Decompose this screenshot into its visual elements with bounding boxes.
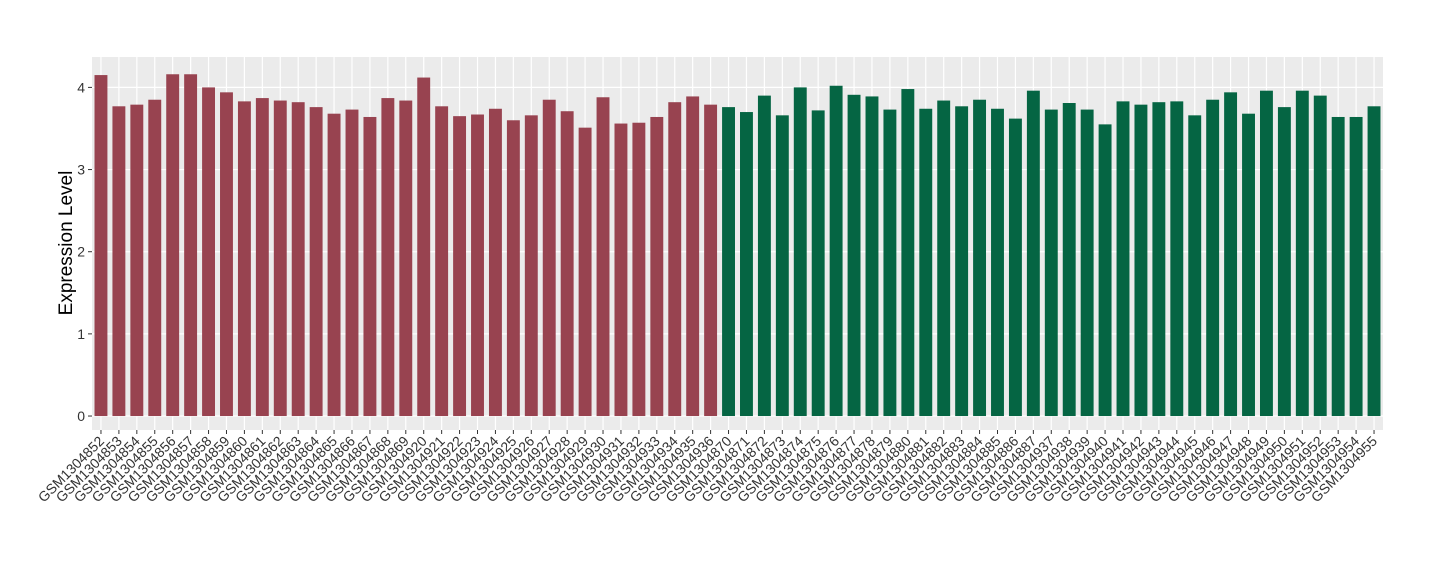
bar: [883, 109, 897, 417]
bar: [991, 108, 1004, 417]
bar: [309, 107, 323, 417]
y-tick-label: 1: [77, 326, 85, 342]
bar: [1313, 95, 1327, 417]
bar: [381, 98, 395, 417]
bar: [220, 92, 233, 417]
bar: [1277, 107, 1291, 417]
bar: [668, 102, 682, 417]
bar: [919, 108, 933, 417]
bar: [1295, 90, 1309, 417]
bar: [596, 97, 610, 417]
bar: [560, 111, 574, 417]
bar: [453, 116, 467, 417]
bar: [1080, 109, 1094, 417]
bar: [1152, 102, 1166, 417]
bar: [829, 85, 843, 417]
y-tick-label: 3: [77, 162, 85, 178]
bar: [1134, 104, 1148, 417]
bar: [775, 115, 789, 417]
bar: [488, 108, 502, 417]
bar: [1331, 116, 1345, 417]
bar: [273, 100, 287, 417]
bar: [1044, 109, 1058, 417]
bar: [847, 94, 861, 417]
bar: [1008, 118, 1022, 417]
bar: [1026, 90, 1040, 417]
bar: [973, 99, 987, 417]
bar: [524, 115, 538, 417]
bar: [614, 123, 628, 417]
bar: [148, 99, 162, 417]
bar: [1062, 103, 1076, 417]
bar: [363, 116, 377, 417]
bar: [166, 74, 180, 417]
bar: [399, 100, 413, 417]
bar: [578, 127, 592, 417]
bar: [1170, 101, 1184, 417]
bar: [255, 98, 269, 417]
bar: [184, 74, 198, 417]
bar: [704, 104, 718, 417]
bar: [811, 110, 825, 417]
bar: [1206, 99, 1220, 417]
bar: [435, 106, 449, 417]
y-tick-label: 0: [77, 408, 85, 424]
bar: [130, 104, 144, 417]
bar: [1224, 92, 1238, 417]
bar: [686, 96, 700, 417]
bar: [417, 77, 431, 417]
y-axis-label: Expression Level: [56, 171, 77, 316]
bar: [471, 114, 484, 417]
y-tick-label: 2: [77, 244, 85, 260]
plot-panel: [92, 57, 1383, 430]
bar: [722, 107, 735, 417]
bar: [1349, 116, 1363, 417]
bar: [937, 100, 951, 417]
bar: [345, 109, 359, 417]
bar: [901, 89, 915, 417]
bar: [955, 106, 969, 417]
bar: [202, 87, 216, 417]
bar: [506, 120, 520, 417]
bar: [632, 122, 646, 417]
bar: [793, 87, 807, 417]
bar: [740, 112, 753, 417]
bar: [650, 116, 664, 417]
bar: [291, 102, 305, 417]
bar: [865, 96, 879, 417]
bar: [94, 75, 108, 417]
bar: [1098, 124, 1112, 417]
bar: [542, 99, 556, 417]
y-tick-label: 4: [77, 79, 85, 95]
bar: [1242, 113, 1255, 417]
bar: [327, 113, 341, 417]
bar: [1116, 101, 1130, 417]
bar: [1367, 106, 1381, 417]
bar: [237, 101, 251, 417]
bar: [112, 106, 126, 417]
bar: [1259, 90, 1273, 417]
bar: [1188, 115, 1202, 417]
bar: [757, 95, 771, 417]
